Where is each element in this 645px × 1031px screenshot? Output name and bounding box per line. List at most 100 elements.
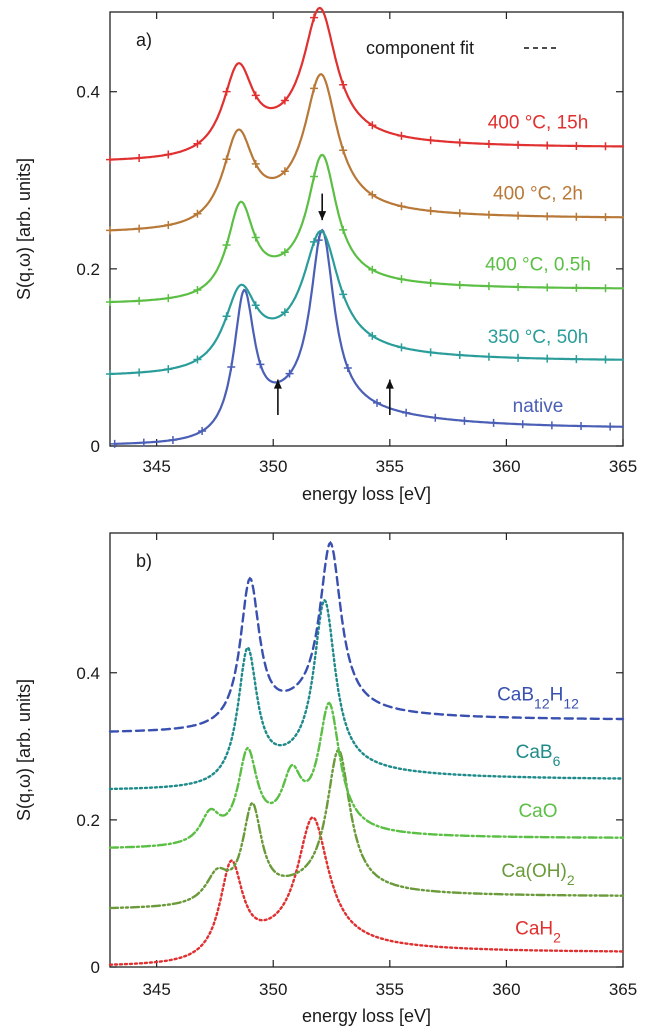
series-marker bbox=[164, 150, 173, 159]
series-marker bbox=[110, 439, 119, 448]
series-marker bbox=[285, 369, 294, 378]
series-label: 350 °C, 50h bbox=[488, 327, 589, 348]
y-tick-label: 0.4 bbox=[76, 83, 100, 102]
series-marker bbox=[455, 209, 464, 218]
series-marker bbox=[514, 282, 523, 291]
series-label: CaB12H12 bbox=[497, 685, 579, 712]
annotation-arrow-head bbox=[273, 379, 282, 389]
series-marker bbox=[135, 296, 144, 305]
series-marker bbox=[460, 416, 469, 425]
series-component-fit-line bbox=[109, 230, 623, 375]
series-marker bbox=[601, 284, 610, 293]
series-marker bbox=[426, 348, 435, 357]
series-marker bbox=[106, 298, 114, 307]
series-marker bbox=[577, 422, 586, 431]
series-marker bbox=[543, 212, 552, 221]
series-marker bbox=[601, 355, 610, 364]
series-marker bbox=[547, 421, 556, 430]
series-line-0 bbox=[108, 816, 625, 966]
series-label: CaO bbox=[518, 801, 557, 822]
series-marker bbox=[514, 211, 523, 220]
series-marker bbox=[164, 294, 173, 303]
series-marker bbox=[489, 418, 498, 427]
x-tick-label: 350 bbox=[259, 457, 287, 476]
series-marker bbox=[455, 280, 464, 289]
series-component-fit-line bbox=[110, 7, 623, 161]
series-marker bbox=[368, 121, 377, 130]
series-marker bbox=[164, 221, 173, 230]
series-marker bbox=[368, 190, 377, 199]
series-label: 400 °C, 15h bbox=[488, 113, 589, 134]
series-marker bbox=[164, 365, 173, 374]
series-marker bbox=[227, 363, 236, 372]
series-marker bbox=[484, 139, 493, 148]
series-marker bbox=[397, 131, 406, 140]
y-tick-label: 0.2 bbox=[76, 811, 100, 830]
series-marker bbox=[280, 96, 289, 105]
panel-label: a) bbox=[136, 30, 152, 50]
series-fit-line bbox=[110, 7, 623, 161]
series-fit-line bbox=[109, 230, 623, 375]
y-tick-label: 0 bbox=[91, 958, 100, 977]
series-marker bbox=[310, 84, 319, 93]
series-marker bbox=[193, 139, 202, 148]
series-marker bbox=[484, 352, 493, 361]
series-line-2 bbox=[108, 701, 625, 849]
series-marker bbox=[543, 354, 552, 363]
series-marker bbox=[397, 343, 406, 352]
series-marker bbox=[251, 233, 260, 242]
x-tick-label: 360 bbox=[492, 457, 520, 476]
series-line-2 bbox=[108, 153, 625, 304]
series-line-3 bbox=[108, 73, 625, 232]
series-line-0 bbox=[113, 228, 625, 445]
series-marker bbox=[514, 140, 523, 149]
series-marker bbox=[135, 224, 144, 233]
series-marker bbox=[339, 80, 348, 89]
series-marker bbox=[397, 202, 406, 211]
y-axis-label: S(q,ω) [arb. units] bbox=[14, 679, 34, 821]
x-tick-label: 355 bbox=[376, 980, 404, 999]
series-label: CaH2 bbox=[515, 919, 561, 946]
series-marker bbox=[426, 206, 435, 215]
series-marker bbox=[514, 353, 523, 362]
series-marker bbox=[310, 13, 319, 22]
series-marker bbox=[135, 154, 144, 163]
y-axis-label: S(q,ω) [arb. units] bbox=[14, 158, 34, 300]
series-marker bbox=[601, 142, 610, 151]
series-label: 400 °C, 0.5h bbox=[485, 254, 591, 275]
x-tick-label: 345 bbox=[142, 457, 170, 476]
series-marker bbox=[106, 369, 114, 378]
series-component-fit-line bbox=[110, 73, 623, 231]
x-tick-label: 365 bbox=[609, 457, 637, 476]
legend-text: component fit bbox=[366, 38, 474, 58]
series-marker bbox=[339, 225, 348, 234]
series-marker bbox=[135, 368, 144, 377]
plot-frame bbox=[109, 11, 624, 447]
series-marker bbox=[280, 308, 289, 317]
series-marker bbox=[543, 141, 552, 150]
x-tick-label: 360 bbox=[492, 980, 520, 999]
series-marker bbox=[251, 159, 260, 168]
y-tick-label: 0.4 bbox=[76, 664, 100, 683]
series-marker bbox=[606, 422, 615, 431]
series-marker bbox=[310, 237, 319, 246]
series-line-4 bbox=[108, 6, 625, 161]
series-label: CaB6 bbox=[516, 742, 561, 769]
series-marker bbox=[543, 283, 552, 292]
series-marker bbox=[193, 209, 202, 218]
x-tick-label: 350 bbox=[259, 980, 287, 999]
series-marker bbox=[280, 167, 289, 176]
series-marker bbox=[168, 435, 177, 444]
series-marker bbox=[368, 265, 377, 274]
y-tick-label: 0.2 bbox=[76, 260, 100, 279]
annotation-arrow-head bbox=[385, 379, 394, 389]
series-marker bbox=[251, 91, 260, 100]
y-tick-label: 0 bbox=[91, 437, 100, 456]
series-marker bbox=[339, 146, 348, 155]
series-marker bbox=[139, 438, 148, 447]
plot-frame bbox=[109, 532, 624, 968]
series-marker bbox=[572, 355, 581, 364]
series-fit-line bbox=[110, 73, 623, 231]
series-component-fit-line bbox=[110, 154, 623, 303]
series-marker bbox=[601, 213, 610, 222]
